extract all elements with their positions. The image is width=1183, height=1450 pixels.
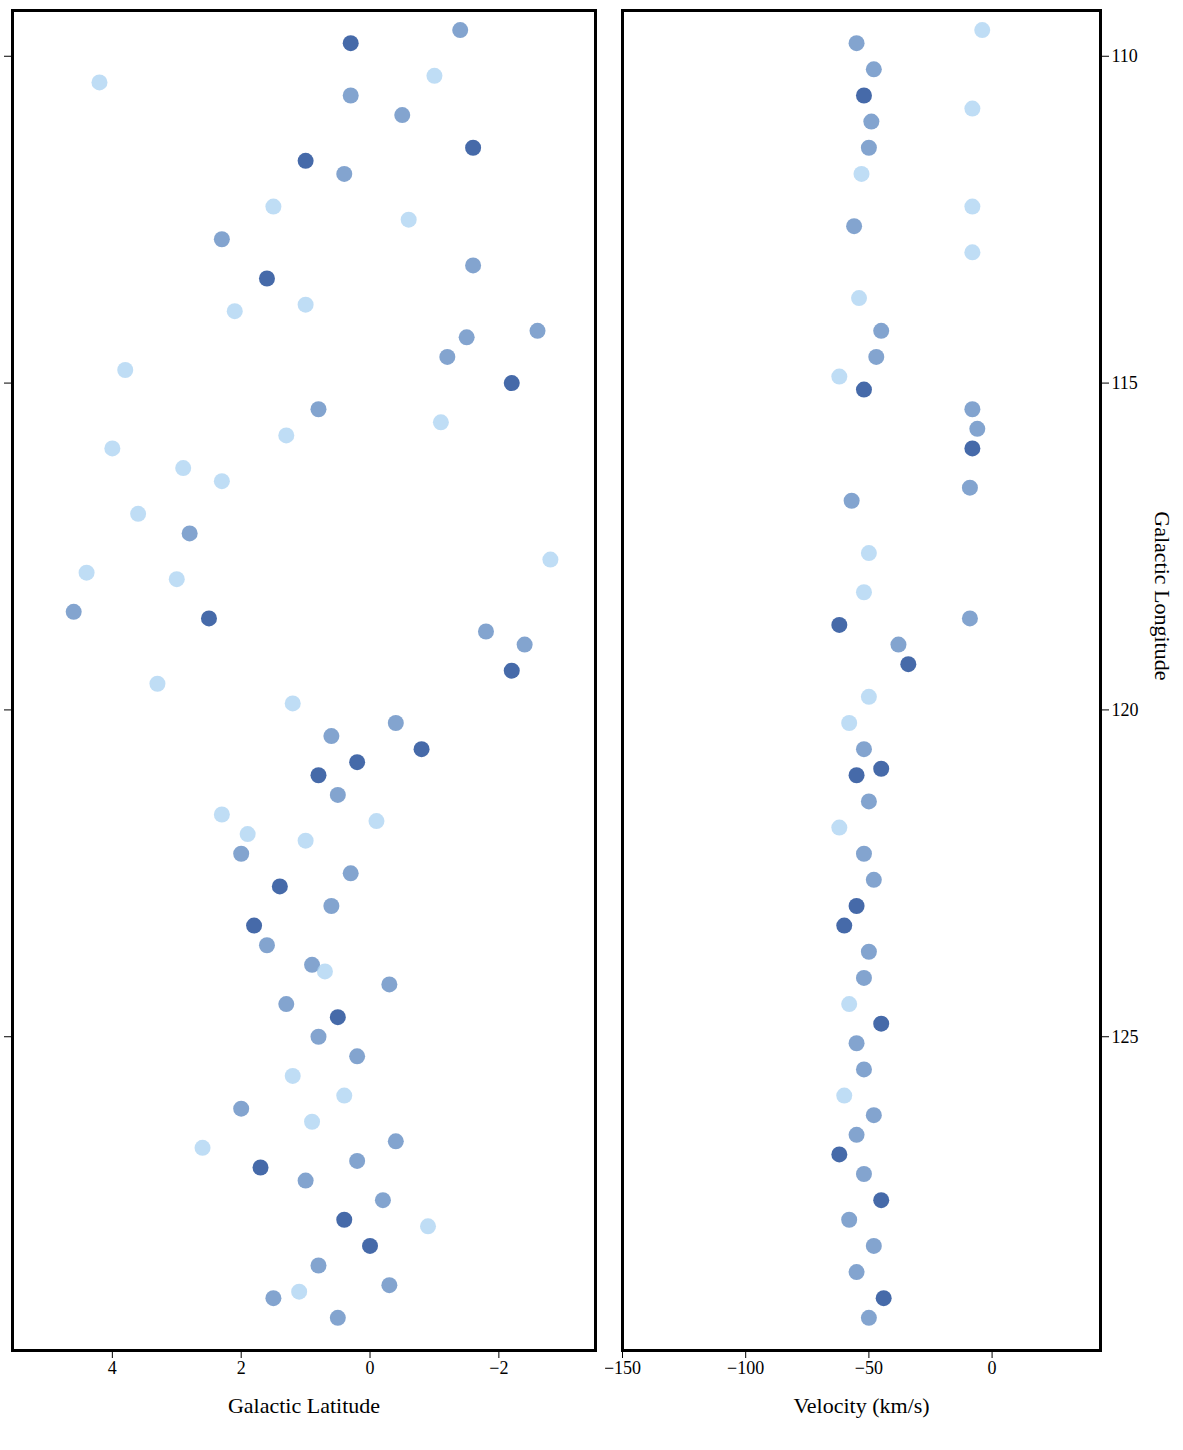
svg-text:115: 115 [1112,373,1138,393]
svg-text:Galactic Latitude: Galactic Latitude [228,1393,380,1418]
svg-text:Velocity (km/s): Velocity (km/s) [793,1393,929,1418]
svg-text:2: 2 [237,1358,246,1378]
svg-text:−150: −150 [605,1358,641,1378]
svg-text:−2: −2 [489,1358,508,1378]
svg-text:0: 0 [366,1358,375,1378]
svg-text:0: 0 [988,1358,997,1378]
svg-text:−50: −50 [855,1358,883,1378]
svg-text:Galactic Longitude: Galactic Longitude [1150,511,1175,680]
svg-text:4: 4 [108,1358,117,1378]
svg-text:−100: −100 [727,1358,764,1378]
svg-text:125: 125 [1112,1027,1139,1047]
svg-text:110: 110 [1112,46,1138,66]
svg-text:120: 120 [1112,700,1139,720]
